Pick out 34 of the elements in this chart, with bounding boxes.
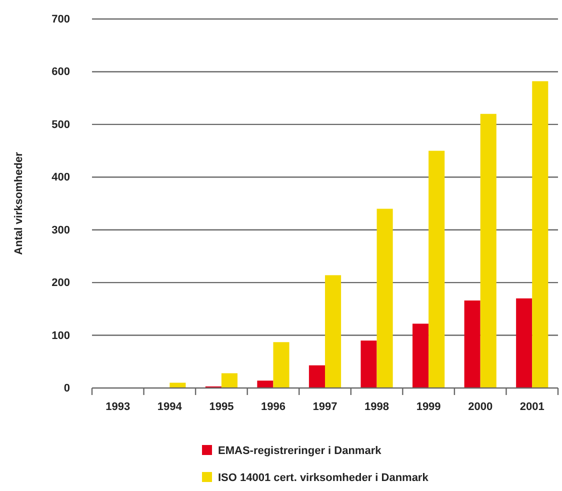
bar <box>257 380 274 388</box>
bar <box>325 275 342 388</box>
y-tick-label: 0 <box>64 382 70 395</box>
bar <box>308 365 325 388</box>
y-tick-label: 100 <box>52 330 70 342</box>
y-tick-label: 500 <box>52 118 70 131</box>
y-tick-label: 700 <box>52 14 70 26</box>
y-tick-label: 400 <box>52 172 70 184</box>
bar <box>480 114 496 388</box>
y-tick-label: 200 <box>52 277 70 290</box>
x-tick-label: 1997 <box>312 400 338 413</box>
bar <box>273 342 290 388</box>
x-tick-label: 1999 <box>416 400 441 413</box>
bar <box>170 382 186 388</box>
x-tick-label: 2000 <box>468 400 493 413</box>
x-tick-label: 1996 <box>260 400 286 413</box>
y-tick-label: 300 <box>52 224 70 236</box>
bar <box>376 208 393 388</box>
bar <box>412 324 429 388</box>
bar <box>532 81 548 388</box>
x-tick-label: 1993 <box>106 400 130 413</box>
legend-label: ISO 14001 cert. virksomheder i Danmark <box>218 472 430 484</box>
x-tick-label: 1995 <box>209 400 234 413</box>
y-tick-label: 600 <box>52 66 70 78</box>
x-tick-label: 1994 <box>157 400 183 413</box>
bar <box>360 340 377 388</box>
bar <box>428 150 445 388</box>
bar <box>221 373 238 388</box>
legend-label: EMAS-registreringer i Danmark <box>218 445 382 457</box>
y-axis-title: Antal virksomheder <box>13 151 25 255</box>
x-tick-label: 1998 <box>364 400 390 413</box>
x-tick-label: 2001 <box>520 400 544 413</box>
bar <box>516 298 532 388</box>
bar <box>464 300 480 388</box>
